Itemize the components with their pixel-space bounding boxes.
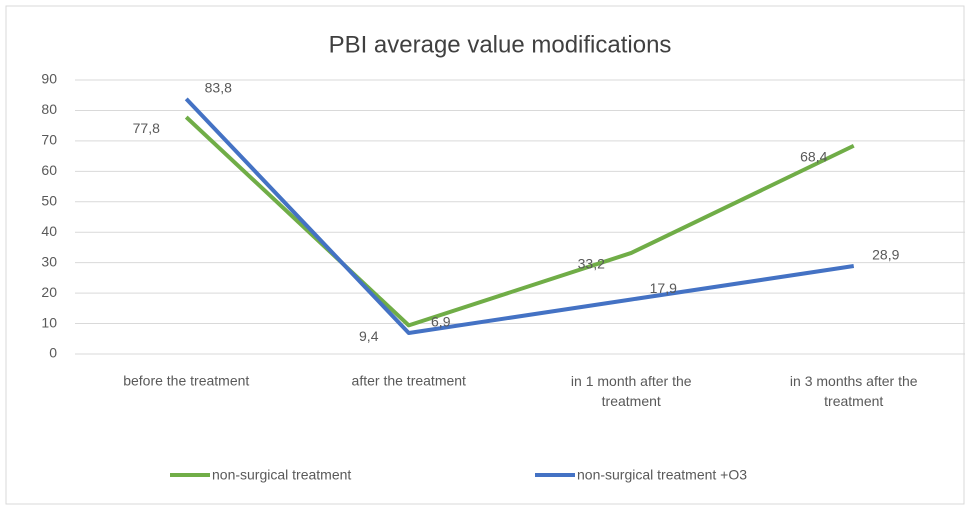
x-tick-label: after the treatment (352, 373, 467, 389)
y-tick-label: 0 (49, 345, 57, 361)
chart-border (5, 5, 965, 505)
legend-label: non-surgical treatment (212, 467, 351, 483)
y-tick-label: 20 (41, 284, 57, 300)
x-tick-label: in 1 month after the treatment (571, 373, 692, 409)
legend-label: non-surgical treatment +O3 (577, 467, 747, 483)
series-line (184, 97, 855, 335)
data-label: 17,9 (650, 280, 677, 296)
data-label: 68,4 (800, 148, 827, 164)
data-label: 33,2 (578, 256, 605, 272)
data-label: 77,8 (133, 120, 160, 136)
y-tick-label: 10 (41, 314, 57, 330)
data-label: 9,4 (359, 328, 379, 344)
data-label: 83,8 (205, 80, 232, 96)
x-tick-label: before the treatment (123, 373, 249, 389)
series-line (184, 115, 855, 328)
y-tick-label: 60 (41, 162, 57, 178)
y-tick-label: 50 (41, 192, 57, 208)
y-tick-label: 80 (41, 101, 57, 117)
y-tick-label: 70 (41, 132, 57, 148)
chart-title: PBI average value modifications (329, 31, 672, 58)
data-label: 6,9 (431, 314, 451, 330)
y-tick-label: 30 (41, 253, 57, 269)
x-tick-label: in 3 months after the treatment (790, 373, 918, 409)
data-label: 28,9 (872, 247, 899, 263)
y-tick-label: 90 (41, 71, 57, 87)
y-tick-label: 40 (41, 223, 57, 239)
